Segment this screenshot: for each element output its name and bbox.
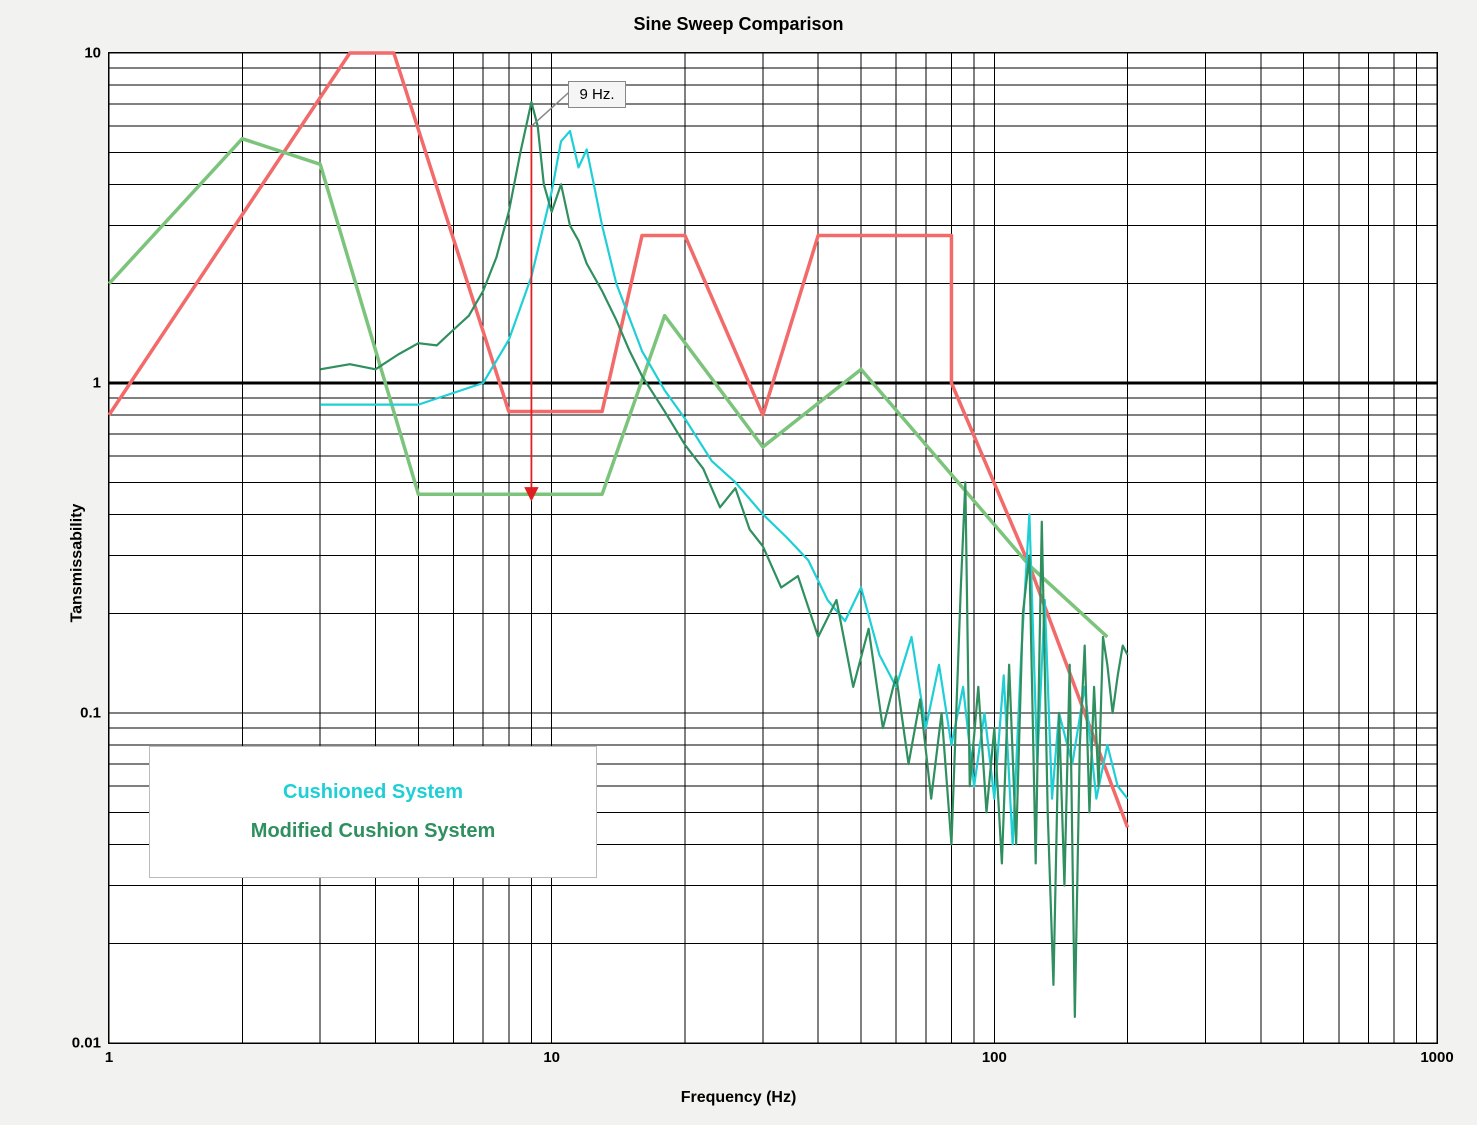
annotation-label: 9 Hz. [568, 81, 625, 108]
y-tick-label: 1 [93, 375, 109, 392]
x-tick-label: 100 [982, 1043, 1007, 1066]
y-tick-label: 10 [84, 45, 109, 62]
series-modified-cushion-system [320, 102, 1127, 1017]
chart-title: Sine Sweep Comparison [0, 14, 1477, 35]
y-tick-label: 0.1 [80, 705, 109, 722]
plot-area: 9 Hz. Cushioned System Modified Cushion S… [108, 52, 1438, 1044]
x-axis-label: Frequency (Hz) [0, 1089, 1477, 1107]
y-tick-label: 0.01 [72, 1035, 109, 1052]
y-axis-label: Tansmissability [68, 503, 86, 622]
chart-container: Sine Sweep Comparison Tansmissability Fr… [0, 0, 1477, 1125]
legend: Cushioned System Modified Cushion System [149, 746, 597, 878]
legend-item: Cushioned System [174, 781, 572, 804]
x-tick-label: 10 [543, 1043, 560, 1066]
plot-svg [109, 53, 1437, 1043]
x-tick-label: 1000 [1420, 1043, 1453, 1066]
series-envelope-upper-red [109, 53, 1128, 827]
legend-item: Modified Cushion System [174, 820, 572, 843]
